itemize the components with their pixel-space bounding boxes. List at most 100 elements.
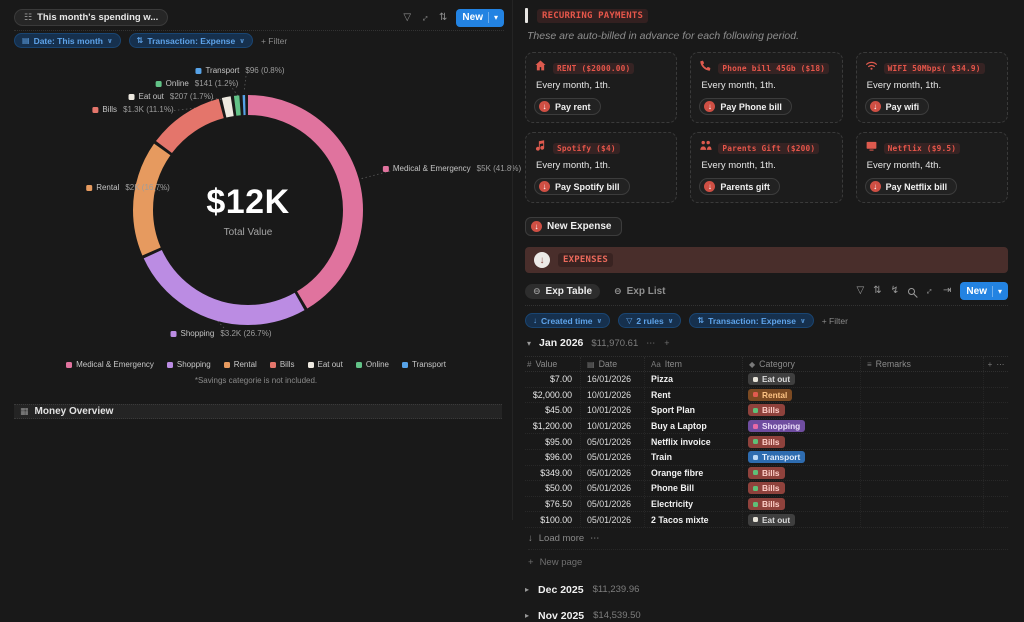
filter-icon[interactable]: ▽: [856, 285, 865, 296]
sort-icon[interactable]: ⇅: [439, 11, 448, 23]
table-group-header[interactable]: ▾ Jan 2026 $11,970.61 ⋯ +: [527, 337, 1008, 349]
table-row[interactable]: $349.00 05/01/2026 Orange fibre Bills: [525, 465, 1008, 482]
column-header-value[interactable]: # Value: [525, 357, 581, 371]
table-row[interactable]: $96.00 05/01/2026 Train Transport: [525, 449, 1008, 466]
value-cell[interactable]: $50.00: [525, 481, 581, 496]
expand-icon[interactable]: ↔: [417, 9, 433, 25]
value-cell[interactable]: $7.00: [525, 372, 581, 387]
pay-button[interactable]: ↓ Pay wifi: [864, 98, 930, 115]
legend-item-online[interactable]: Online: [355, 360, 389, 369]
lightning-icon[interactable]: ↯: [890, 285, 900, 296]
tab-exp-list[interactable]: ⊖ Exp List: [606, 284, 673, 299]
remarks-cell[interactable]: [861, 434, 984, 449]
collapsed-group-nov-2025[interactable]: ▸ Nov 2025 $14,539.50: [525, 610, 1008, 622]
table-row[interactable]: $7.00 16/01/2026 Pizza Eat out: [525, 372, 1008, 388]
collapsed-group-dec-2025[interactable]: ▸ Dec 2025 $11,239.96: [525, 584, 1008, 596]
remarks-cell[interactable]: [861, 496, 984, 512]
date-cell[interactable]: 10/01/2026: [581, 403, 645, 418]
expand-caret-icon[interactable]: ▸: [525, 611, 530, 621]
date-cell[interactable]: 05/01/2026: [581, 434, 645, 449]
item-cell[interactable]: Orange fibre: [645, 465, 743, 481]
chevron-down-icon[interactable]: ▾: [997, 286, 1002, 296]
table-row[interactable]: $95.00 05/01/2026 Netflix invoice Bills: [525, 434, 1008, 450]
date-cell[interactable]: 05/01/2026: [581, 465, 645, 481]
item-cell[interactable]: Electricity: [645, 496, 743, 512]
pay-button[interactable]: ↓ Parents gift: [699, 178, 780, 195]
category-cell[interactable]: Bills: [743, 481, 861, 496]
item-cell[interactable]: Netflix invoice: [645, 434, 743, 449]
pay-button[interactable]: ↓ Pay Phone bill: [699, 98, 792, 115]
add-filter-button[interactable]: + Filter: [260, 35, 288, 46]
remarks-cell[interactable]: [861, 387, 984, 403]
value-cell[interactable]: $76.50: [525, 496, 581, 512]
category-cell[interactable]: Transport: [743, 449, 861, 465]
pay-button[interactable]: ↓ Pay Netflix bill: [864, 178, 958, 195]
remarks-cell[interactable]: [861, 449, 984, 465]
money-overview-section[interactable]: ▦ Money Overview: [14, 404, 502, 419]
column-header-category[interactable]: ◆ Category: [743, 357, 861, 371]
category-cell[interactable]: Eat out: [743, 372, 861, 387]
load-more-button[interactable]: ↓ Load more ⋯: [528, 533, 1008, 550]
filter-chip[interactable]: ▤ Date: This month ∨: [14, 33, 121, 48]
view-title-pill[interactable]: ☷︎ This month's spending w...: [14, 9, 169, 26]
legend-item-rental[interactable]: Rental: [223, 360, 257, 369]
date-cell[interactable]: 10/01/2026: [581, 387, 645, 403]
remarks-cell[interactable]: [861, 372, 984, 387]
new-page-button[interactable]: + New page: [528, 556, 583, 568]
legend-item-eat-out[interactable]: Eat out: [307, 360, 343, 369]
filter-icon[interactable]: ▽: [403, 11, 412, 23]
legend-item-transport[interactable]: Transport: [401, 360, 446, 369]
pay-button[interactable]: ↓ Pay rent: [534, 98, 601, 115]
chevron-down-icon[interactable]: ▾: [493, 13, 498, 22]
table-row[interactable]: $100.00 05/01/2026 2 Tacos mixte Eat out: [525, 512, 1008, 528]
column-header-date[interactable]: ▤ Date: [581, 357, 645, 371]
expenses-banner[interactable]: ↓ EXPENSES: [525, 247, 1008, 273]
more-options-icon[interactable]: ⋯: [590, 532, 600, 544]
date-cell[interactable]: 10/01/2026: [581, 418, 645, 434]
value-cell[interactable]: $45.00: [525, 403, 581, 418]
column-header-remarks[interactable]: ≡ Remarks: [861, 357, 984, 371]
item-cell[interactable]: Train: [645, 449, 743, 465]
remarks-cell[interactable]: [861, 403, 984, 418]
category-cell[interactable]: Shopping: [743, 418, 861, 434]
value-cell[interactable]: $2,000.00: [525, 387, 581, 403]
table-row[interactable]: $2,000.00 10/01/2026 Rent Rental: [525, 387, 1008, 404]
date-cell[interactable]: 05/01/2026: [581, 481, 645, 496]
sort-icon[interactable]: ⇅: [873, 285, 882, 296]
open-side-peek-icon[interactable]: ⇥: [943, 285, 952, 296]
add-row-icon[interactable]: +: [664, 338, 671, 348]
remarks-cell[interactable]: [861, 481, 984, 496]
item-cell[interactable]: Phone Bill: [645, 481, 743, 496]
category-cell[interactable]: Bills: [743, 403, 861, 418]
new-button[interactable]: New ▾: [960, 282, 1008, 300]
item-cell[interactable]: Buy a Laptop: [645, 418, 743, 434]
value-cell[interactable]: $1,200.00: [525, 418, 581, 434]
value-cell[interactable]: $96.00: [525, 449, 581, 465]
tab-exp-table[interactable]: ⊖ Exp Table: [525, 283, 601, 299]
date-cell[interactable]: 05/01/2026: [581, 449, 645, 465]
date-cell[interactable]: 16/01/2026: [581, 372, 645, 387]
remarks-cell[interactable]: [861, 418, 984, 434]
column-header-item[interactable]: Aa Item: [645, 357, 743, 371]
more-options-icon[interactable]: ⋯: [646, 337, 657, 348]
search-icon[interactable]: [908, 287, 916, 295]
filter-chip[interactable]: ⇅ Transaction: Expense ∨: [689, 313, 814, 328]
legend-item-bills[interactable]: Bills: [269, 360, 295, 369]
value-cell[interactable]: $349.00: [525, 465, 581, 481]
table-row[interactable]: $1,200.00 10/01/2026 Buy a Laptop Shopping: [525, 418, 1008, 435]
expand-caret-icon[interactable]: ▸: [525, 585, 530, 595]
item-cell[interactable]: Rent: [645, 387, 743, 403]
more-options-icon[interactable]: ⋯: [996, 359, 1005, 369]
item-cell[interactable]: Pizza: [645, 372, 743, 387]
legend-item-shopping[interactable]: Shopping: [166, 360, 211, 369]
new-button[interactable]: New ▾: [456, 8, 504, 27]
collapse-caret-icon[interactable]: ▾: [527, 338, 532, 348]
filter-chip[interactable]: ↓ Created time ∨: [525, 313, 611, 328]
item-cell[interactable]: Sport Plan: [645, 403, 743, 418]
new-expense-button[interactable]: ↓ New Expense: [525, 217, 623, 236]
category-cell[interactable]: Bills: [743, 496, 861, 512]
table-row[interactable]: $76.50 05/01/2026 Electricity Bills: [525, 496, 1008, 513]
legend-item-medical-emergency[interactable]: Medical & Emergency: [66, 360, 154, 369]
table-row[interactable]: $45.00 10/01/2026 Sport Plan Bills: [525, 403, 1008, 419]
add-filter-button[interactable]: + Filter: [821, 315, 848, 326]
